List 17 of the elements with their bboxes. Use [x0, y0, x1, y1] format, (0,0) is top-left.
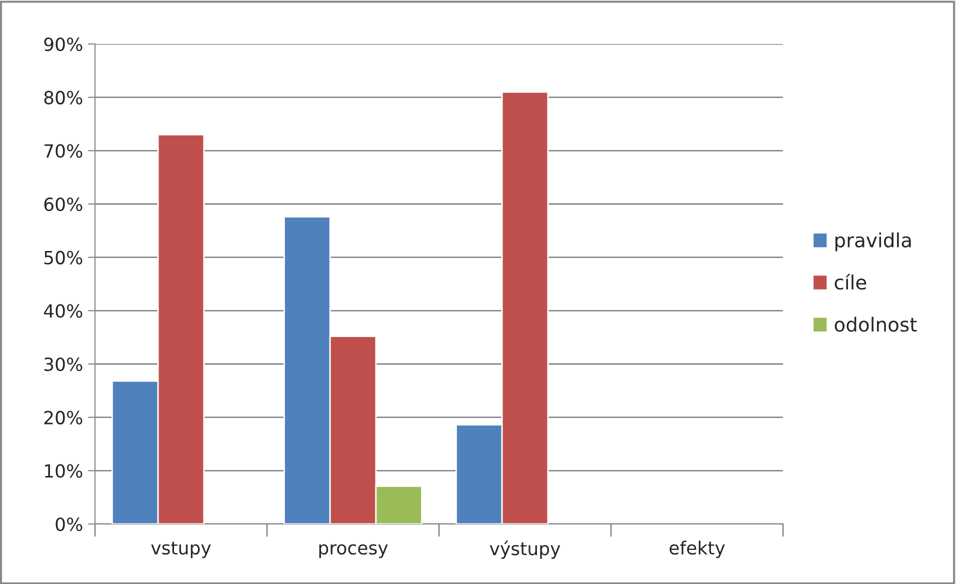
y-tick-label: 50% — [44, 250, 82, 264]
y-tick-label: 40% — [44, 304, 82, 318]
y-tick-label: 30% — [44, 357, 82, 372]
y-tick-label: 0% — [56, 517, 82, 532]
x-tick-label: procesy — [319, 544, 388, 558]
x-tick-label: vstupy — [151, 542, 211, 558]
legend-label: odolnost — [834, 316, 917, 332]
y-tick-label: 60% — [44, 197, 82, 212]
y-tick-label: 10% — [45, 464, 82, 478]
legend-label: cíle — [834, 274, 866, 290]
x-tick-label: efekty — [670, 540, 725, 558]
y-tick-label: 20% — [44, 410, 82, 424]
y-tick-label: 80% — [44, 90, 82, 104]
y-tick-label: 70% — [44, 144, 82, 158]
y-tick-label: 90% — [44, 37, 82, 52]
legend-label: pravidla — [835, 232, 911, 252]
x-tick-label: výstupy — [490, 540, 560, 559]
